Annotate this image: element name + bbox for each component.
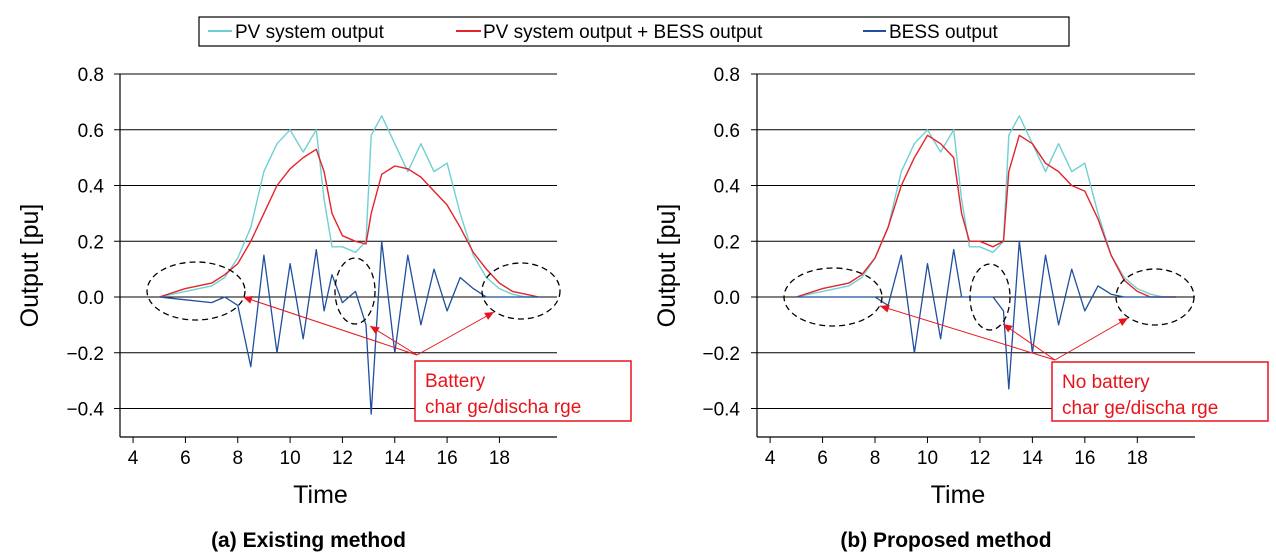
annotation-arrowhead [243, 296, 253, 304]
series-line-pv [159, 115, 539, 298]
y-tick-label: −0.4 [66, 400, 104, 421]
y-axis-label: Output [pu] [653, 204, 681, 328]
x-tick-label: 4 [128, 448, 139, 469]
annotation-box [414, 360, 632, 422]
x-tick-label: 6 [817, 448, 828, 469]
axes [114, 73, 557, 443]
axes [751, 73, 1195, 443]
highlight-ovals [146, 257, 561, 325]
annotation-arrow [879, 305, 1056, 361]
legend-label-pv: PV system output [235, 22, 385, 43]
legend: PV system output PV system output + BESS… [198, 16, 1070, 47]
annotation-arrow [416, 311, 495, 356]
y-tick-label: 0.4 [78, 177, 105, 198]
series-line-bess [796, 240, 1177, 390]
grid-lines [120, 73, 557, 409]
annotation-arrowhead [370, 326, 380, 335]
y-tick-label: 0.6 [714, 121, 740, 142]
legend-label-combined: PV system output + BESS output [483, 22, 763, 43]
annotation-line-2: char ge/discha rge [425, 397, 581, 418]
y-axis-label: Output [pu] [16, 204, 44, 328]
annotation-arrow [1002, 323, 1056, 361]
series-line-pv [796, 115, 1177, 298]
y-tick-labels: −0.4 −0.2 0.0 0.2 0.4 0.6 0.8 [702, 65, 740, 421]
annotation-line-1: Battery [425, 371, 486, 392]
x-tick-labels: 4 6 8 10 12 14 16 18 [765, 448, 1148, 469]
series-line-bess [159, 240, 539, 415]
annotation-arrows [242, 296, 495, 356]
x-tick-label: 6 [180, 448, 191, 469]
y-tick-label: 0.2 [714, 232, 740, 253]
series-line-combined [796, 134, 1177, 298]
highlight-oval [146, 261, 246, 321]
x-tick-label: 8 [870, 448, 881, 469]
chart-caption: (b) Proposed method [840, 529, 1051, 552]
x-tick-label: 16 [437, 448, 458, 469]
x-tick-label: 14 [384, 448, 406, 469]
series-lines [796, 115, 1177, 390]
chart-existing-method: −0.4 −0.2 0.0 0.2 0.4 0.6 0.8 4 6 8 10 12 14 16 18 Ba… [16, 65, 632, 552]
highlight-oval [783, 267, 883, 327]
x-tick-label: 12 [332, 448, 353, 469]
annotation-arrowhead [1118, 318, 1128, 326]
annotation-arrowhead [484, 312, 494, 320]
y-tick-label: 0.0 [78, 288, 104, 309]
annotation-arrow [369, 325, 418, 356]
x-tick-label: 18 [489, 448, 510, 469]
annotation-arrows [879, 304, 1129, 361]
x-tick-label: 16 [1074, 448, 1095, 469]
annotation-arrowhead [1003, 324, 1013, 333]
highlight-oval [481, 262, 561, 320]
x-axis-label: Time [931, 481, 986, 509]
y-tick-label: −0.4 [702, 400, 740, 421]
highlight-oval [969, 263, 1011, 331]
annotation-arrowhead [880, 304, 890, 313]
annotation-arrow [242, 296, 418, 356]
y-tick-label: 0.4 [714, 177, 741, 198]
y-tick-label: 0.6 [78, 121, 104, 142]
annotation-arrow [1054, 317, 1129, 361]
y-tick-label: −0.2 [702, 344, 740, 365]
annotation-box [1051, 361, 1269, 422]
y-tick-labels: −0.4 −0.2 0.0 0.2 0.4 0.6 0.8 [66, 65, 104, 421]
y-tick-label: 0.8 [78, 65, 104, 86]
x-tick-label: 14 [1022, 448, 1044, 469]
x-tick-labels: 4 6 8 10 12 14 16 18 [128, 448, 510, 469]
x-tick-label: 12 [969, 448, 990, 469]
y-tick-label: 0.0 [714, 288, 740, 309]
annotation-line-1: No battery [1062, 372, 1150, 393]
x-axis-label: Time [293, 481, 348, 509]
y-tick-label: 0.8 [714, 65, 740, 86]
series-lines [159, 115, 539, 415]
x-tick-label: 8 [232, 448, 243, 469]
y-tick-label: 0.2 [78, 232, 104, 253]
x-tick-label: 18 [1127, 448, 1148, 469]
chart-caption: (a) Existing method [211, 529, 406, 552]
x-tick-label: 10 [280, 448, 301, 469]
legend-box [198, 16, 1070, 47]
legend-label-bess: BESS output [889, 22, 999, 43]
series-line-combined [159, 148, 539, 298]
y-tick-label: −0.2 [66, 344, 104, 365]
highlight-oval [334, 257, 376, 325]
chart-proposed-method: −0.4 −0.2 0.0 0.2 0.4 0.6 0.8 4 6 8 10 12 14 16 18 No… [653, 65, 1269, 552]
x-tick-label: 4 [765, 448, 776, 469]
x-tick-label: 10 [917, 448, 938, 469]
highlight-oval [1115, 268, 1195, 326]
annotation-line-2: char ge/discha rge [1062, 398, 1218, 419]
highlight-ovals [783, 263, 1195, 331]
